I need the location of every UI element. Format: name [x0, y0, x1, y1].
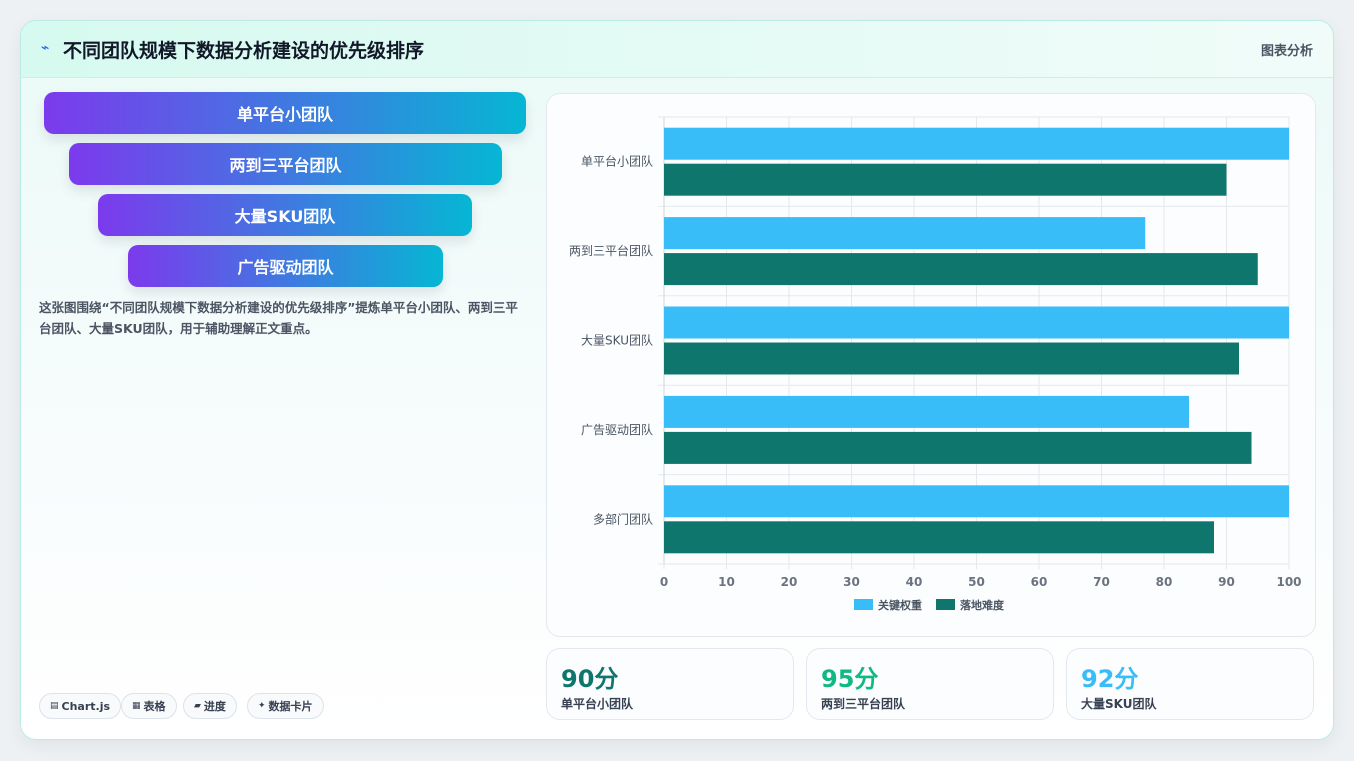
tag-data-card[interactable]: ✦ 数据卡片: [247, 693, 324, 719]
table-icon: ▦: [132, 701, 141, 711]
bar-difficulty: [664, 342, 1239, 375]
funnel-item-ads-team: 广告驱动团队: [128, 245, 443, 287]
trend-icon: ⌁: [41, 40, 50, 56]
header: ⌁ 不同团队规模下数据分析建设的优先级排序 图表分析: [21, 21, 1333, 78]
x-tick-label: 50: [968, 575, 985, 589]
stat-value: 95分: [821, 665, 879, 693]
page-title: 不同团队规模下数据分析建设的优先级排序: [63, 40, 425, 62]
bar-chart: 0 10 20 30 40 50 60 70 80 90 100 单平台小团队两到三平台团队大量SKU…: [569, 116, 1302, 612]
bar-weight: [664, 485, 1289, 518]
chart-panel: 0 10 20 30 40 50 60 70 80 90 100 单平台小团队两到三平台团队大量SKU…: [546, 93, 1316, 637]
legend-swatch: [854, 599, 873, 610]
x-tick-label: 20: [781, 575, 798, 589]
chart-icon: ▤: [50, 701, 59, 711]
funnel-item-sku-team: 大量SKU团队: [98, 194, 472, 236]
bar-weight: [664, 217, 1146, 250]
y-tick-label: 大量SKU团队: [581, 333, 653, 348]
stat-label: 两到三平台团队: [821, 697, 906, 711]
funnel-item-small-team: 单平台小团队: [44, 92, 526, 134]
tag-table[interactable]: ▦ 表格: [121, 693, 177, 719]
x-tick-label: 0: [660, 575, 668, 589]
legend-label: 关键权重: [878, 598, 922, 612]
stat-label: 大量SKU团队: [1081, 697, 1157, 711]
tag-label: 进度: [203, 700, 226, 713]
legend-label: 落地难度: [960, 598, 1005, 612]
x-tick-label: 60: [1031, 575, 1048, 589]
stat-value: 90分: [561, 665, 619, 693]
x-tick-label: 90: [1218, 575, 1235, 589]
tag-chartjs[interactable]: ▤ Chart.js: [39, 693, 122, 719]
x-tick-label: 30: [843, 575, 860, 589]
x-tick-label: 40: [906, 575, 923, 589]
tag-label: 数据卡片: [268, 700, 313, 713]
x-tick-label: 70: [1093, 575, 1110, 589]
y-tick-label: 多部门团队: [593, 511, 653, 526]
bar-weight: [664, 306, 1289, 339]
stat-card-small-team: 90分 单平台小团队: [546, 648, 794, 720]
stat-card-multi-platform: 95分 两到三平台团队: [806, 648, 1054, 720]
bar-difficulty: [664, 253, 1258, 286]
bar-weight: [664, 127, 1289, 160]
x-tick-label: 10: [718, 575, 735, 589]
x-tick-label: 100: [1276, 575, 1301, 589]
bar-difficulty: [664, 521, 1214, 554]
x-tick-label: 80: [1156, 575, 1173, 589]
sparkle-icon: ✦: [258, 701, 266, 711]
bar-weight: [664, 395, 1189, 428]
tag-label: Chart.js: [61, 699, 111, 713]
y-tick-label: 两到三平台团队: [569, 243, 653, 258]
main-card: ⌁ 不同团队规模下数据分析建设的优先级排序 图表分析 单平台小团队 两到三平台团…: [20, 20, 1334, 740]
y-tick-label: 广告驱动团队: [581, 422, 653, 437]
bar-difficulty: [664, 163, 1227, 196]
tag-progress[interactable]: ▰ 进度: [183, 693, 237, 719]
progress-icon: ▰: [194, 701, 201, 711]
description: 这张图围绕“不同团队规模下数据分析建设的优先级排序”提炼单平台小团队、两到三平台…: [39, 300, 518, 336]
y-tick-label: 单平台小团队: [581, 154, 653, 169]
stat-value: 92分: [1081, 665, 1139, 693]
chart-analysis-label: 图表分析: [1260, 44, 1313, 59]
funnel-item-multi-platform: 两到三平台团队: [69, 143, 502, 185]
stat-label: 单平台小团队: [561, 697, 634, 711]
stat-card-sku-team: 92分 大量SKU团队: [1066, 648, 1314, 720]
tag-label: 表格: [143, 700, 166, 713]
legend-swatch: [936, 599, 955, 610]
bar-difficulty: [664, 431, 1252, 464]
